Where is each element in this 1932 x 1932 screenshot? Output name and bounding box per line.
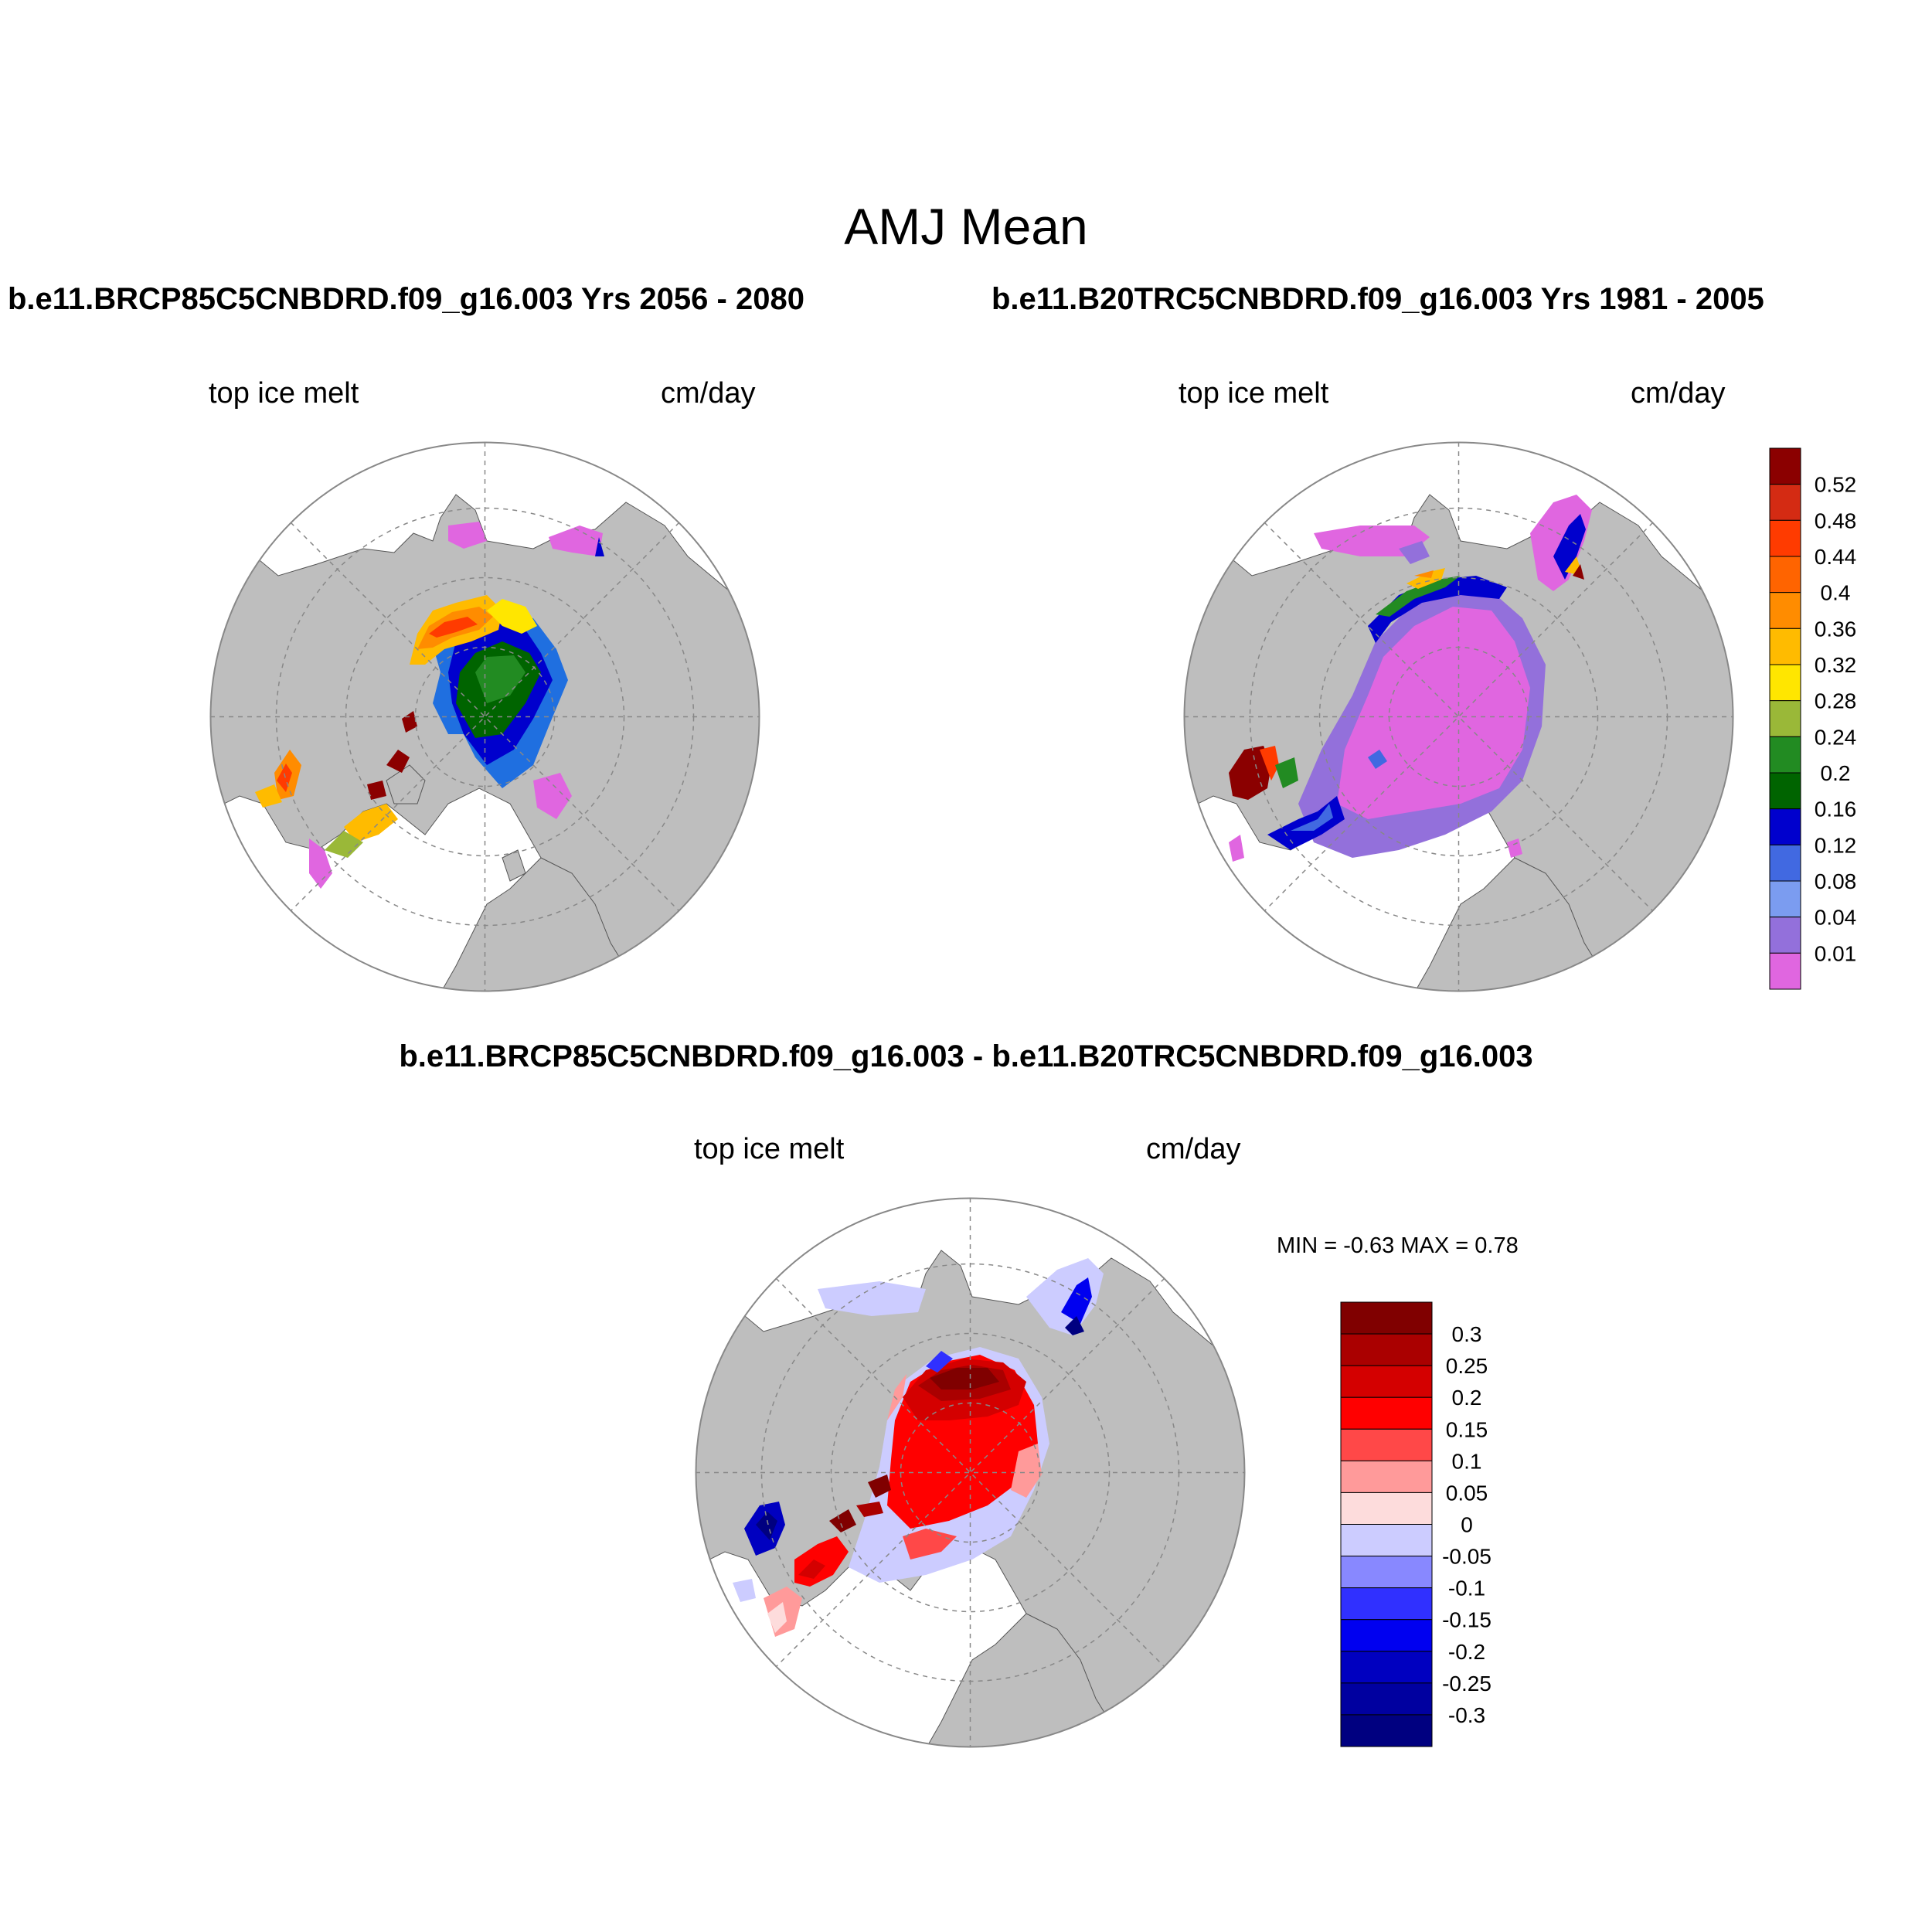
ice-melt-field	[1229, 495, 1592, 862]
left-case-title: b.e11.BRCP85C5CNBDRD.f09_g16.003 Yrs 205…	[8, 282, 804, 316]
colorbar-tick-label: 0.04	[1815, 906, 1857, 930]
diff-polar-map	[695, 1197, 1246, 1748]
colorbar-swatch	[1340, 1714, 1433, 1747]
difference-colorbar: 0.3 0.25 0.2 0.15 0.1 0.05 0 -0.05 -0.1 -0.15 -0.2…	[1340, 1301, 1492, 1747]
colorbar-swatch	[1769, 628, 1801, 665]
colorbar-swatch	[1340, 1428, 1433, 1461]
colorbar-swatch	[1340, 1619, 1433, 1652]
colorbar-swatch	[1769, 844, 1801, 882]
right-units-label: cm/day	[1631, 377, 1726, 410]
colorbar-swatch	[1769, 772, 1801, 810]
colorbar-swatch	[1769, 736, 1801, 774]
difference-field	[733, 1258, 1104, 1637]
colorbar-swatch	[1769, 664, 1801, 702]
colorbar-tick-label: 0.16	[1815, 798, 1857, 821]
colorbar-swatch	[1769, 917, 1801, 954]
colorbar-tick-label: 0.4	[1821, 581, 1851, 605]
colorbar-tick-label: 0.24	[1815, 725, 1857, 749]
graticule	[1184, 442, 1733, 992]
colorbar-swatch	[1769, 880, 1801, 918]
diff-title: b.e11.BRCP85C5CNBDRD.f09_g16.003 - b.e11…	[399, 1039, 1533, 1073]
graticule	[210, 442, 760, 992]
colorbar-tick-label: 0.44	[1815, 545, 1857, 569]
colorbar-tick-label: -0.1	[1448, 1577, 1485, 1600]
colorbar-swatch	[1340, 1587, 1433, 1621]
colorbar-swatch	[1340, 1333, 1433, 1366]
colorbar-swatch	[1769, 700, 1801, 737]
colorbar-tick-label: -0.25	[1442, 1672, 1492, 1696]
colorbar-swatch	[1769, 447, 1801, 485]
left-polar-map	[209, 441, 760, 992]
colorbar-tick-label: 0.2	[1821, 761, 1851, 785]
colorbar-tick-label: -0.15	[1442, 1608, 1492, 1632]
diff-variable-label: top ice melt	[694, 1133, 845, 1165]
colorbar-tick-label: 0.2	[1452, 1386, 1482, 1410]
colorbar-tick-label: 0.32	[1815, 653, 1857, 677]
right-variable-label: top ice melt	[1179, 377, 1329, 410]
colorbar-tick-label: -0.3	[1448, 1703, 1485, 1727]
colorbar-tick-label: 0.52	[1815, 473, 1857, 497]
colorbar-tick-label: 0.01	[1815, 941, 1857, 965]
mean-colorbar: 0.52 0.48 0.44 0.4 0.36 0.32 0.28 0.24 0.2 0.16 0.…	[1769, 447, 1857, 990]
colorbar-tick-label: 0.08	[1815, 869, 1857, 893]
colorbar-tick-label: 0.12	[1815, 833, 1857, 857]
colorbar-tick-label: -0.05	[1442, 1545, 1492, 1569]
colorbar-swatch	[1769, 484, 1801, 521]
right-case-title: b.e11.B20TRC5CNBDRD.f09_g16.003 Yrs 1981…	[992, 282, 1764, 316]
ice-melt-field	[255, 522, 604, 889]
colorbar-swatch	[1340, 1492, 1433, 1526]
colorbar-tick-label: 0.48	[1815, 509, 1857, 532]
colorbar-swatch	[1340, 1460, 1433, 1493]
colorbar-swatch	[1769, 592, 1801, 629]
figure-title: AMJ Mean	[844, 198, 1088, 255]
colorbar-swatch	[1340, 1682, 1433, 1716]
colorbar-swatch	[1340, 1524, 1433, 1557]
colorbar-swatch	[1340, 1556, 1433, 1589]
colorbar-tick-label: -0.2	[1448, 1640, 1485, 1664]
right-polar-map	[1183, 441, 1734, 992]
colorbar-swatch	[1769, 808, 1801, 845]
colorbar-swatch	[1769, 556, 1801, 594]
diff-units-label: cm/day	[1146, 1133, 1241, 1165]
colorbar-swatch	[1769, 519, 1801, 557]
colorbar-tick-label: 0.28	[1815, 689, 1857, 713]
colorbar-swatch	[1340, 1651, 1433, 1684]
colorbar-tick-label: 0.3	[1452, 1322, 1482, 1346]
min-max-label: MIN = -0.63 MAX = 0.78	[1277, 1233, 1519, 1258]
colorbar-swatch	[1340, 1396, 1433, 1430]
colorbar-swatch	[1340, 1365, 1433, 1398]
colorbar-tick-label: 0	[1461, 1513, 1473, 1537]
graticule	[696, 1198, 1245, 1747]
colorbar-tick-label: 0.25	[1446, 1354, 1488, 1378]
colorbar-tick-label: 0.15	[1446, 1417, 1488, 1441]
colorbar-swatch	[1340, 1301, 1433, 1335]
left-units-label: cm/day	[661, 377, 756, 410]
left-variable-label: top ice melt	[209, 377, 359, 410]
colorbar-swatch	[1769, 952, 1801, 990]
colorbar-tick-label: 0.1	[1452, 1449, 1482, 1473]
colorbar-tick-label: 0.36	[1815, 617, 1857, 641]
colorbar-tick-label: 0.05	[1446, 1481, 1488, 1505]
